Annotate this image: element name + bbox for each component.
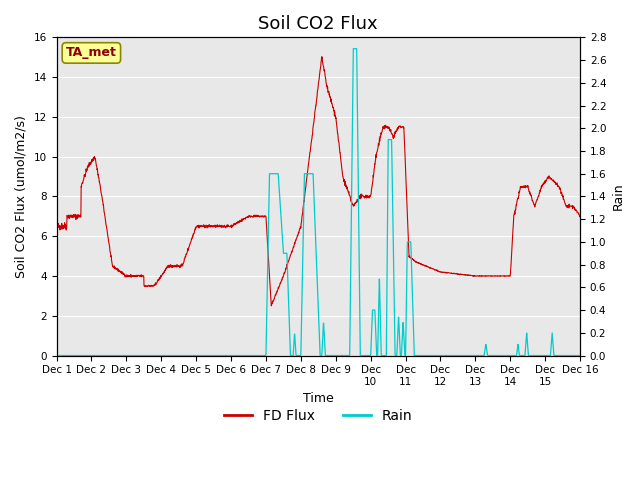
Y-axis label: Soil CO2 Flux (umol/m2/s): Soil CO2 Flux (umol/m2/s): [15, 115, 28, 278]
X-axis label: Time: Time: [303, 393, 333, 406]
Title: Soil CO2 Flux: Soil CO2 Flux: [259, 15, 378, 33]
Legend: FD Flux, Rain: FD Flux, Rain: [219, 403, 418, 428]
Text: TA_met: TA_met: [66, 47, 117, 60]
Y-axis label: Rain: Rain: [612, 182, 625, 210]
